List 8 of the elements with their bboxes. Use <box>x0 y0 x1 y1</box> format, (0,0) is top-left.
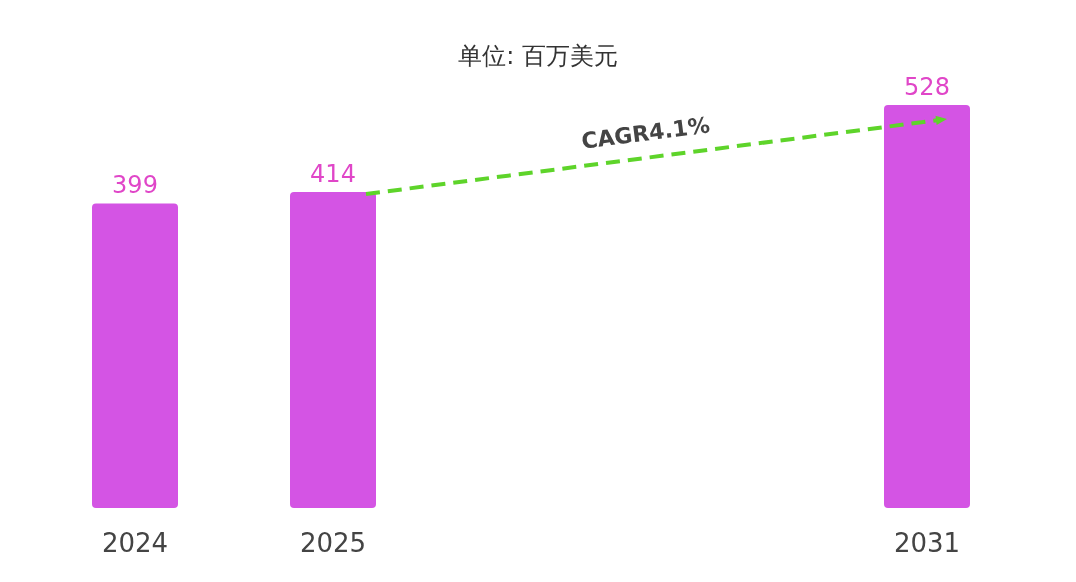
x-tick-label: 2025 <box>299 528 367 558</box>
x-tick-label: 2031 <box>893 528 961 558</box>
data-label: 528 <box>904 73 950 101</box>
chart-title: 单位: 百万美元 <box>458 42 618 70</box>
annotation: CAGR4.1% <box>579 112 712 154</box>
data-label: 399 <box>112 171 158 200</box>
x-tick-label: 2024 <box>101 528 169 558</box>
data-label: 414 <box>310 160 356 189</box>
